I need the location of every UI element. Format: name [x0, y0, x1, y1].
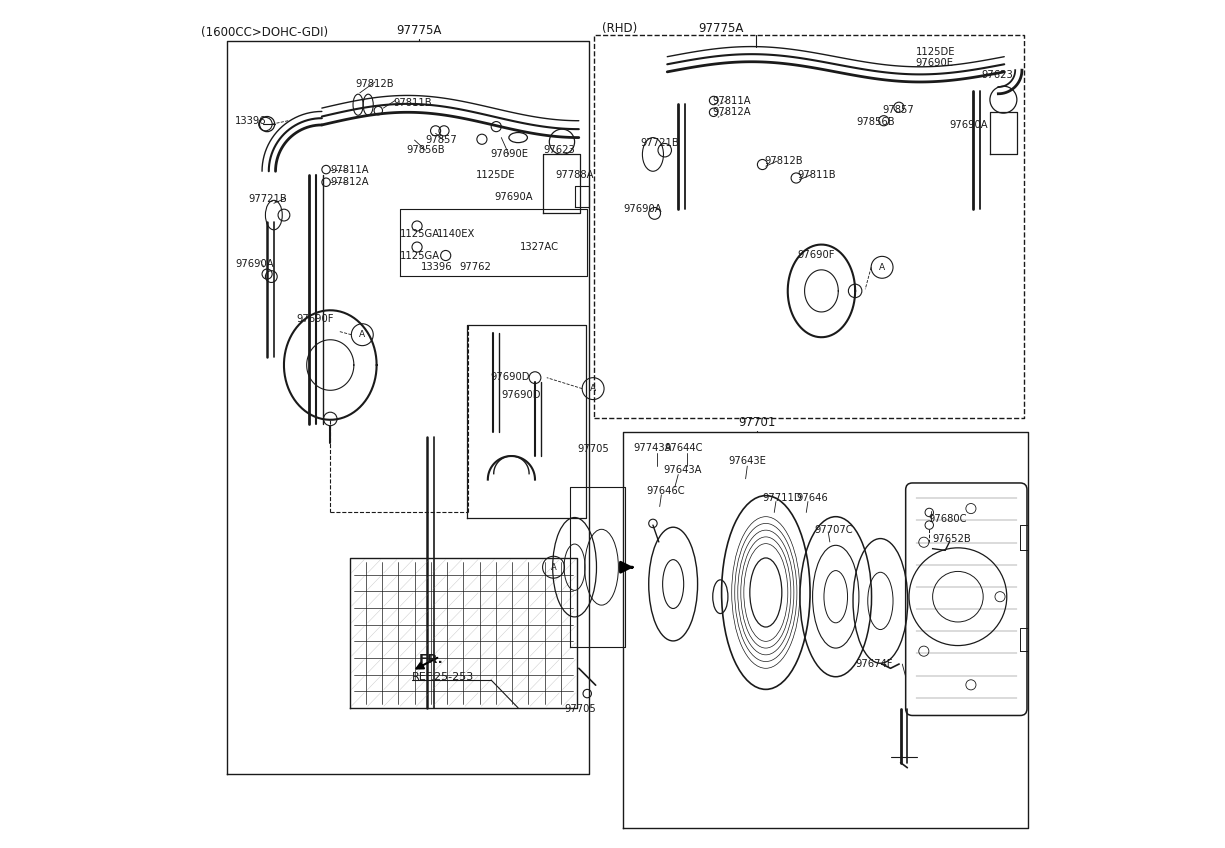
Text: 97762: 97762	[459, 262, 491, 272]
Text: 97857: 97857	[425, 135, 457, 145]
Text: 97812B: 97812B	[355, 80, 394, 90]
Text: 97743A: 97743A	[633, 443, 673, 453]
Text: 97652B: 97652B	[932, 533, 971, 544]
Text: 97721B: 97721B	[641, 138, 679, 148]
Text: 97811A: 97811A	[712, 96, 751, 105]
Text: 97711D: 97711D	[762, 494, 802, 503]
Text: A: A	[880, 263, 886, 272]
Text: 97690F: 97690F	[296, 314, 334, 324]
Text: 97701: 97701	[739, 416, 777, 429]
Text: 97856B: 97856B	[856, 117, 895, 127]
Text: 97690E: 97690E	[490, 149, 528, 159]
Text: (RHD): (RHD)	[601, 22, 637, 36]
Text: 97811B: 97811B	[797, 170, 837, 180]
Text: 97721B: 97721B	[249, 194, 288, 204]
Text: 97690A: 97690A	[624, 204, 662, 215]
Text: (1600CC>DOHC-GDI): (1600CC>DOHC-GDI)	[201, 25, 328, 38]
Text: 97690F: 97690F	[797, 249, 835, 259]
Text: 97705: 97705	[565, 704, 597, 714]
Text: 1125GA: 1125GA	[401, 250, 440, 260]
Text: A: A	[359, 330, 365, 339]
Text: 97705: 97705	[577, 444, 609, 455]
Text: 97690A: 97690A	[235, 259, 273, 269]
Text: 97775A: 97775A	[396, 24, 441, 37]
Text: 97690A: 97690A	[495, 192, 533, 202]
Text: 97857: 97857	[882, 105, 914, 114]
Text: 97680C: 97680C	[929, 514, 967, 524]
Text: 97646: 97646	[796, 494, 828, 503]
Text: 97643A: 97643A	[663, 466, 702, 476]
Text: 97812B: 97812B	[764, 156, 802, 166]
Text: 97623: 97623	[981, 70, 1013, 81]
Text: 97674F: 97674F	[855, 659, 893, 669]
Text: 97707C: 97707C	[815, 525, 854, 535]
Text: 97788A: 97788A	[555, 170, 594, 181]
Text: 97690D: 97690D	[501, 390, 540, 400]
Text: 97812A: 97812A	[331, 177, 369, 187]
Text: 97690A: 97690A	[949, 120, 989, 130]
Text: 1327AC: 1327AC	[519, 242, 559, 252]
Text: REF.25-253: REF.25-253	[412, 672, 474, 682]
Text: 97690D: 97690D	[490, 371, 530, 382]
Text: A: A	[551, 563, 556, 572]
Text: 1140EX: 1140EX	[437, 229, 475, 238]
Text: 97644C: 97644C	[665, 443, 703, 453]
Text: 1125DE: 1125DE	[916, 47, 956, 57]
Text: 97646C: 97646C	[647, 487, 685, 496]
Text: 13396: 13396	[235, 115, 267, 126]
Text: 13396: 13396	[420, 262, 452, 272]
Text: 97856B: 97856B	[407, 145, 445, 155]
Text: 97623: 97623	[544, 145, 576, 155]
Text: 97643E: 97643E	[729, 456, 767, 466]
Text: 97811B: 97811B	[393, 98, 432, 108]
Text: A: A	[590, 384, 597, 393]
Text: 97775A: 97775A	[698, 22, 744, 36]
Text: 97690E: 97690E	[916, 59, 954, 69]
Text: 97812A: 97812A	[712, 108, 751, 117]
Text: FR.: FR.	[419, 654, 443, 667]
Text: 1125DE: 1125DE	[477, 170, 516, 181]
Text: 1125GA: 1125GA	[401, 229, 440, 238]
Text: 97811A: 97811A	[331, 165, 369, 175]
